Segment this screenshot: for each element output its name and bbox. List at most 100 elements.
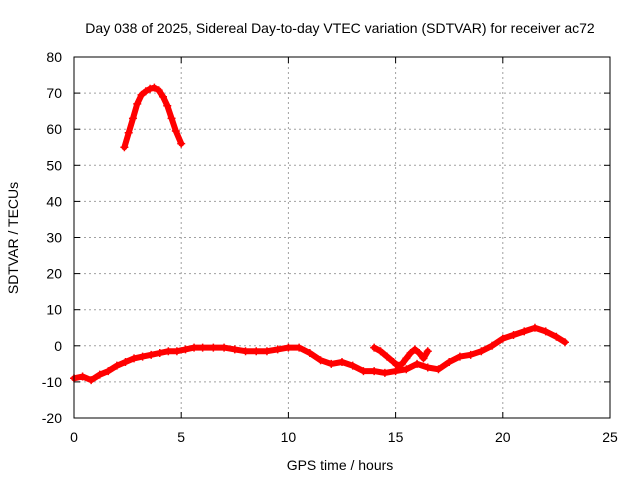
data-point-marker — [295, 343, 304, 352]
data-point-marker — [167, 114, 176, 123]
data-point-marker — [154, 86, 163, 95]
y-tick-label: 30 — [46, 230, 62, 246]
data-point-marker — [104, 367, 113, 376]
y-tick-label: 20 — [46, 266, 62, 282]
y-tick-label: 60 — [46, 121, 62, 137]
y-axis-label: SDTVAR / TECUs — [5, 182, 21, 294]
y-tick-label: -10 — [42, 374, 62, 390]
data-point-marker — [520, 327, 529, 336]
data-point-marker — [389, 358, 398, 367]
grid-lines — [74, 57, 610, 418]
data-point-marker — [406, 349, 415, 358]
x-tick-label: 20 — [495, 429, 511, 445]
data-point-marker — [316, 356, 325, 365]
data-point-marker — [530, 323, 539, 332]
data-point-marker — [423, 347, 432, 356]
data-point-marker — [133, 99, 142, 108]
data-point-marker — [112, 361, 121, 370]
data-point-marker — [509, 330, 518, 339]
data-point-marker — [121, 358, 130, 367]
data-point-marker — [120, 143, 129, 152]
data-point-marker — [477, 347, 486, 356]
series-main-track — [70, 323, 569, 385]
data-point-marker — [383, 352, 392, 361]
data-point-marker — [262, 347, 271, 356]
data-point-marker — [434, 365, 443, 374]
data-point-marker — [124, 128, 133, 137]
data-point-marker — [402, 365, 411, 374]
data-point-marker — [338, 358, 346, 367]
data-point-marker — [181, 345, 190, 354]
y-tick-label: 80 — [46, 49, 62, 65]
data-point-marker — [190, 343, 199, 352]
x-tick-label: 25 — [602, 429, 618, 445]
x-tick-label: 15 — [388, 429, 404, 445]
data-point-marker — [130, 354, 139, 363]
data-point-marker — [252, 347, 261, 356]
data-point-marker — [141, 87, 150, 96]
data-point-marker — [198, 343, 207, 352]
data-point-marker — [552, 332, 561, 341]
data-point-marker — [305, 349, 314, 358]
data-point-marker — [398, 359, 407, 368]
data-point-marker — [455, 352, 464, 361]
data-point-marker — [327, 359, 336, 368]
data-point-marker — [155, 349, 164, 358]
data-point-marker — [498, 334, 507, 343]
data-point-marker — [78, 372, 87, 381]
data-point-marker — [209, 343, 218, 352]
x-axis-label: GPS time / hours — [287, 457, 394, 473]
data-points — [70, 83, 569, 385]
data-point-marker — [177, 139, 186, 148]
series-trace — [71, 324, 568, 384]
data-point-marker — [220, 343, 229, 352]
data-point-marker — [150, 83, 159, 92]
data-point-marker — [164, 347, 173, 356]
y-tick-label: 10 — [46, 302, 62, 318]
data-point-marker — [359, 367, 368, 376]
data-point-marker — [128, 114, 137, 123]
data-point-marker — [284, 343, 293, 352]
data-point-marker — [413, 359, 422, 368]
data-point-marker — [488, 341, 497, 350]
data-point-marker — [171, 127, 180, 136]
data-point-marker — [391, 367, 400, 376]
y-tick-label: 0 — [54, 338, 62, 354]
data-point-marker — [273, 345, 282, 354]
data-point-marker — [380, 368, 389, 377]
y-tick-label: -20 — [42, 410, 62, 426]
data-point-marker — [445, 358, 454, 367]
data-point-marker — [138, 352, 147, 361]
data-point-marker — [348, 361, 357, 370]
data-point-marker — [87, 376, 96, 385]
data-point-marker — [230, 345, 239, 354]
series-arc-early — [120, 83, 186, 152]
data-point-marker — [541, 327, 550, 336]
data-point-marker — [376, 347, 385, 356]
y-tick-label: 40 — [46, 193, 62, 209]
data-point-marker — [370, 367, 379, 376]
x-tick-label: 0 — [70, 429, 78, 445]
y-tick-label: 50 — [46, 157, 62, 173]
data-point-marker — [466, 350, 475, 359]
data-point-marker — [415, 349, 424, 358]
data-point-marker — [393, 361, 402, 370]
data-point-marker — [402, 354, 411, 363]
x-tick-label: 5 — [177, 429, 185, 445]
plot-frame — [73, 56, 611, 419]
data-point-marker — [147, 350, 156, 359]
data-point-marker — [137, 90, 146, 99]
data-point-marker — [172, 347, 181, 356]
data-point-marker — [423, 363, 432, 372]
series-branch-15h — [370, 343, 432, 370]
data-point-marker — [158, 92, 167, 101]
data-point-marker — [560, 338, 569, 347]
data-point-marker — [241, 347, 250, 356]
axis-ticks: 0 5 10 15 20 25 -20 -10 0 10 20 30 40 50 60 70 80 — [42, 49, 618, 445]
data-point-marker — [410, 345, 419, 354]
data-point-marker — [370, 343, 379, 352]
data-point-marker — [419, 354, 428, 363]
data-point-marker — [95, 370, 104, 379]
chart-title: Day 038 of 2025, Sidereal Day-to-day VTE… — [85, 20, 595, 36]
